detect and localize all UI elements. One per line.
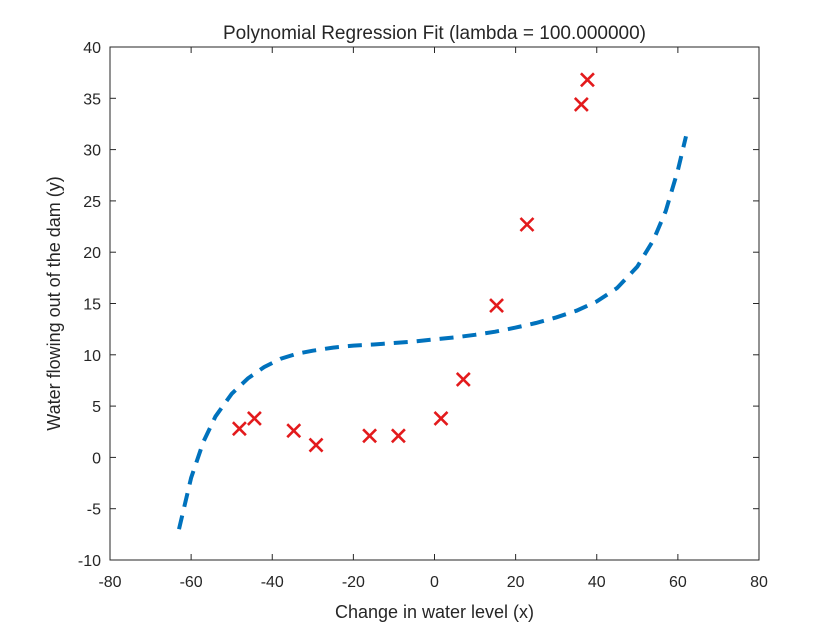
data-point-x-marker [455, 372, 471, 387]
x-tick-label: 60 [669, 574, 687, 591]
y-tick-label: 40 [83, 40, 101, 57]
data-point-x-marker [362, 428, 378, 444]
x-tick-label: 20 [507, 574, 525, 591]
x-tick-label: 0 [430, 574, 439, 591]
y-tick-label: 5 [92, 399, 101, 416]
data-point-x-marker [433, 410, 449, 426]
y-tick-label: -5 [87, 502, 101, 519]
y-tick-label: -10 [78, 553, 101, 570]
data-point-x-marker [519, 217, 535, 232]
data-point-x-marker [308, 437, 324, 453]
x-tick-label: -80 [98, 574, 121, 591]
x-tick-label: -20 [342, 574, 365, 591]
y-tick-label: 15 [83, 297, 101, 314]
data-point-x-marker [231, 421, 247, 437]
data-point-x-marker [246, 410, 262, 426]
x-axis-label: Change in water level (x) [335, 602, 534, 622]
axes-frame [109, 46, 760, 561]
data-point-x-marker [390, 428, 406, 444]
series-layer [177, 72, 688, 530]
ticks-layer: -80 -60 -40 -20 0 20 40 60 80 -10 -5 0 5 10 15 20 25 30 35… [78, 40, 768, 591]
y-tick-label: 25 [83, 194, 101, 211]
y-tick-label: 10 [83, 348, 101, 365]
data-point-x-marker [286, 423, 302, 439]
x-tick-label: 80 [750, 574, 768, 591]
y-tick-label: 0 [92, 450, 101, 467]
plot-area [110, 47, 759, 560]
x-tick-label: 40 [588, 574, 606, 591]
fit-curve [177, 135, 688, 530]
x-tick-label: -60 [180, 574, 203, 591]
y-tick-label: 20 [83, 245, 101, 262]
data-point-x-marker [580, 72, 595, 88]
y-tick-label: 35 [83, 91, 101, 108]
y-tick-label: 30 [83, 143, 101, 160]
data-point-x-marker [573, 97, 589, 112]
chart-title: Polynomial Regression Fit (lambda = 100.… [223, 23, 646, 44]
x-tick-label: -40 [261, 574, 284, 591]
data-point-x-marker [489, 298, 504, 313]
y-axis-label: Water flowing out of the dam (y) [44, 176, 64, 430]
